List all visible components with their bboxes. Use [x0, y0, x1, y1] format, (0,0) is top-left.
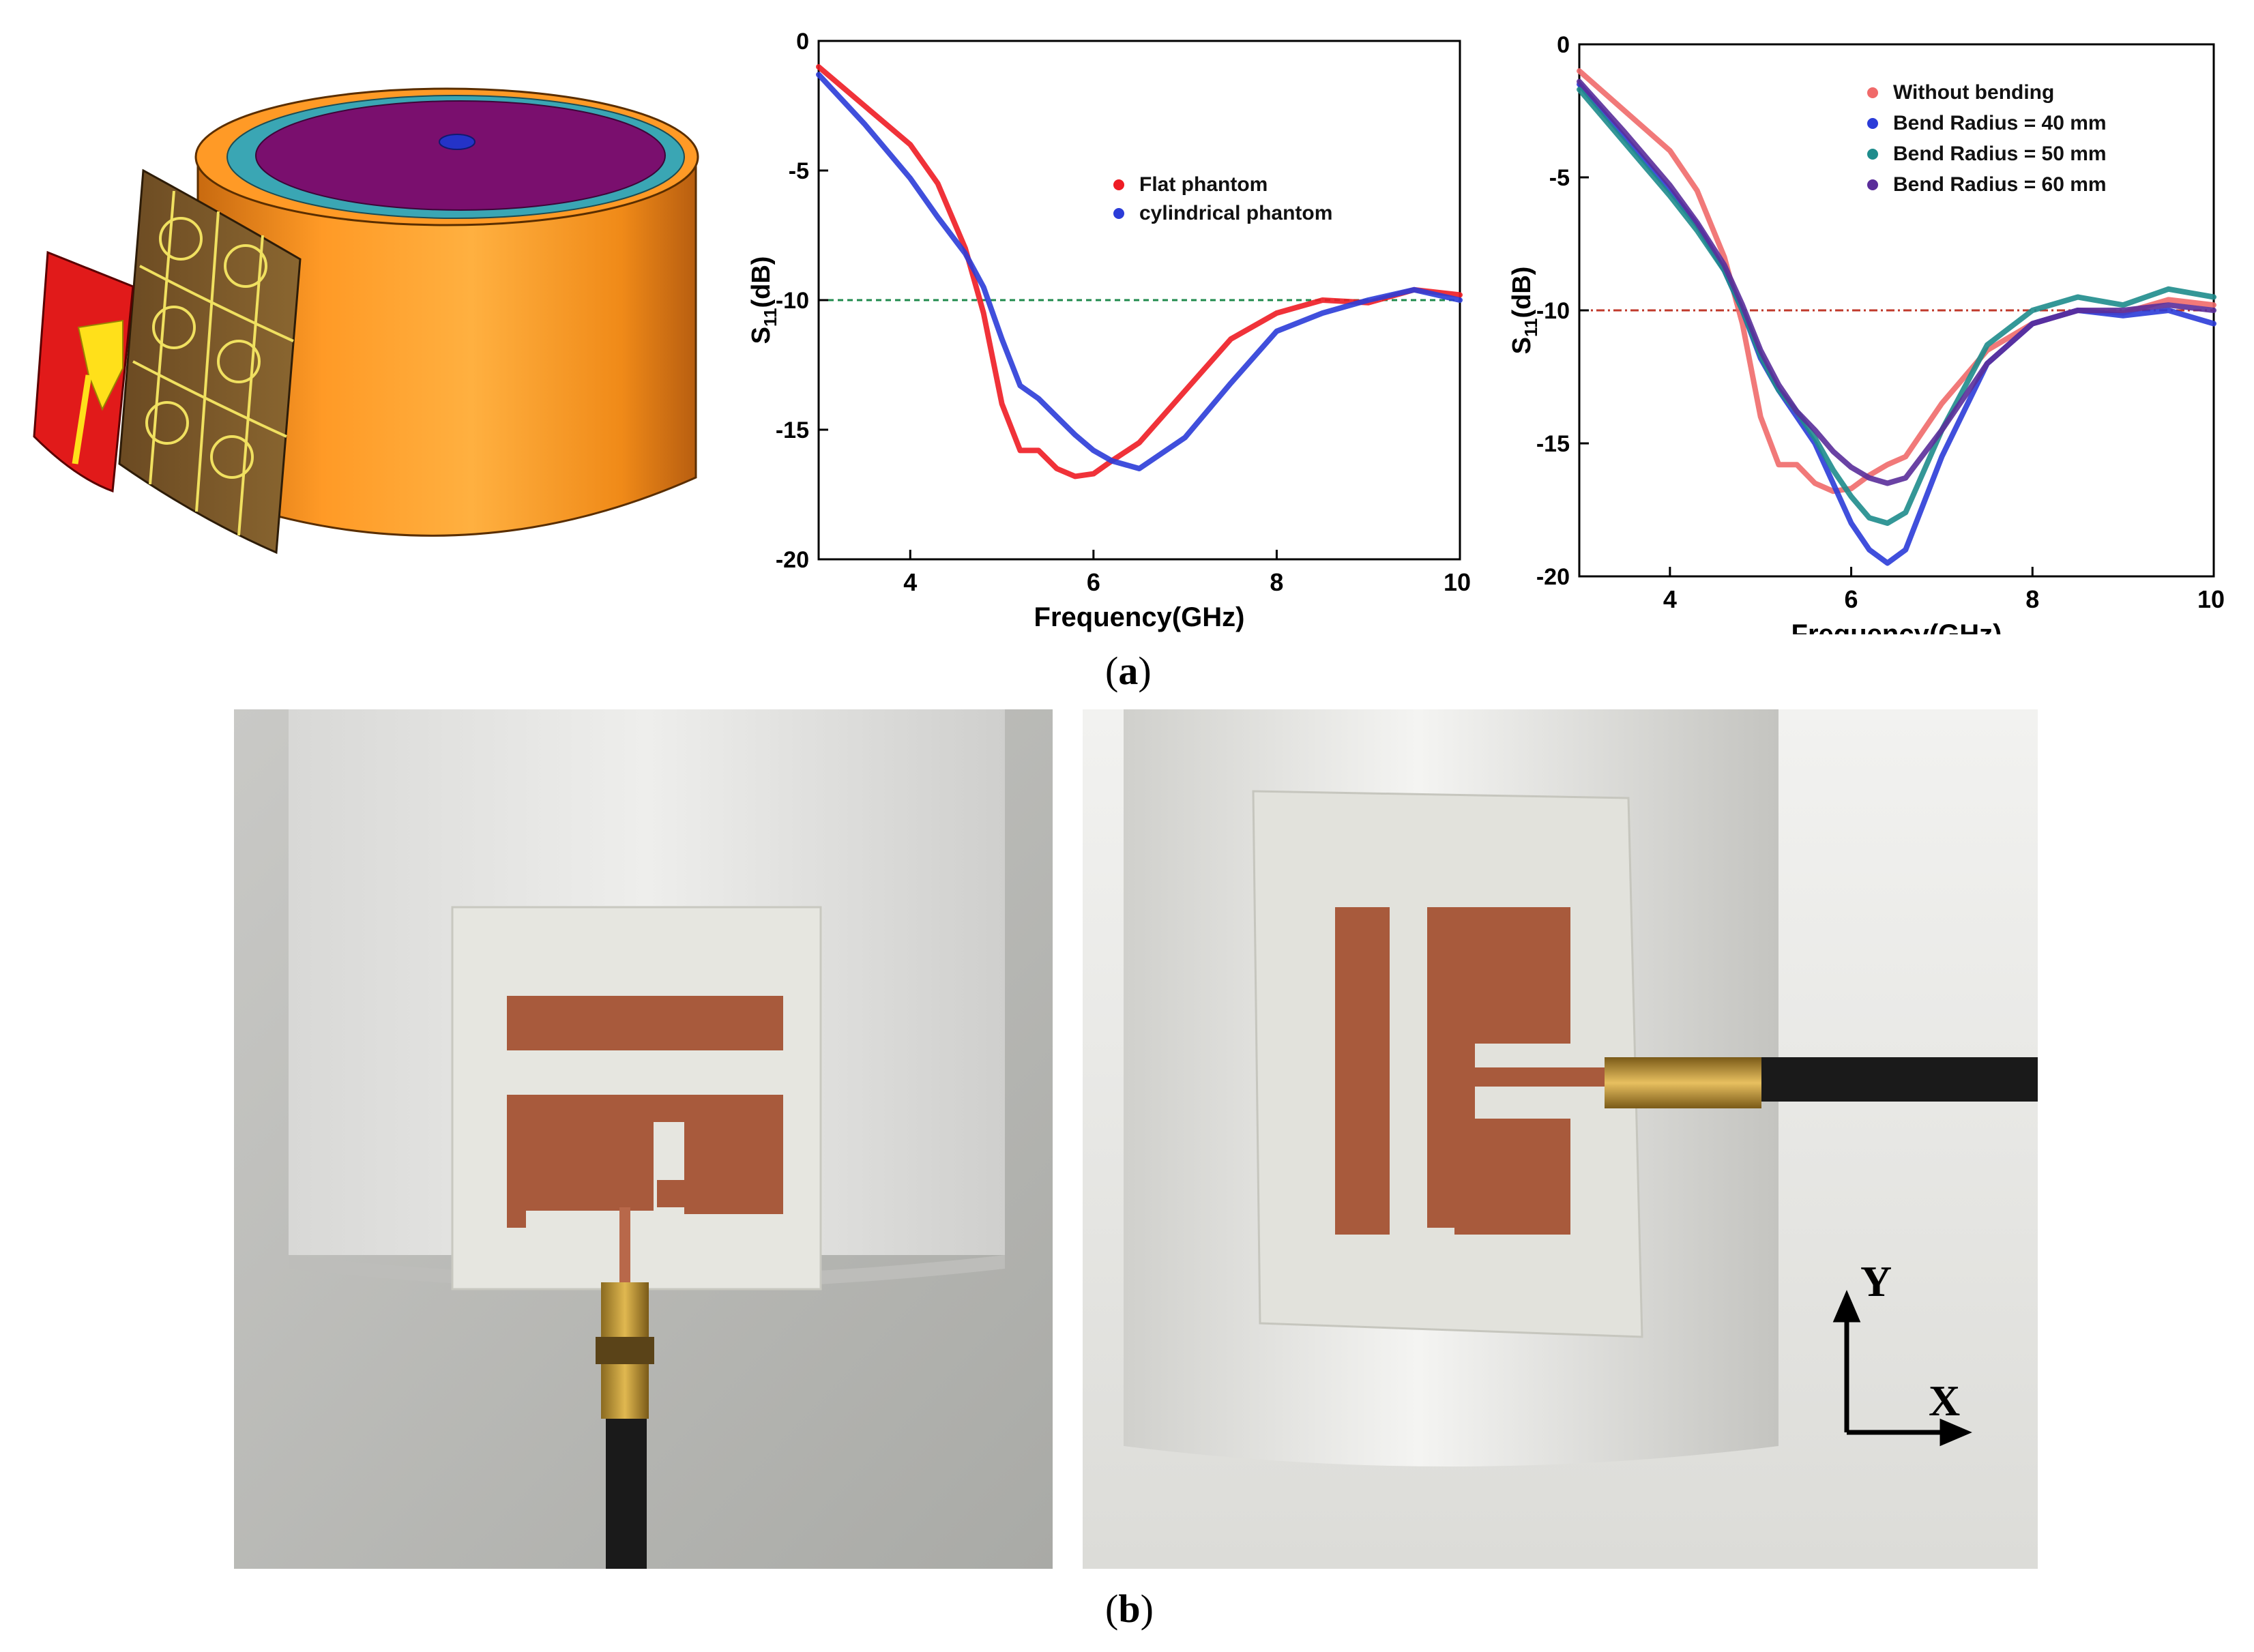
sheet-grid [132, 190, 294, 536]
legend-marker-0 [1867, 87, 1878, 98]
sheet-elements [145, 217, 267, 479]
antenna-patch [77, 319, 123, 411]
y-tick-label: 0 [796, 29, 809, 55]
flexible-sheet [118, 168, 302, 555]
caption-a: (a) [1105, 649, 1152, 693]
legend-label-0: Without bending [1893, 81, 2054, 104]
y-tick-label: -10 [776, 288, 809, 314]
caption-b: (b) [1105, 1587, 1154, 1631]
y-tick-label: -15 [1536, 431, 1570, 457]
y-tick-label: -15 [776, 417, 809, 443]
cylinder-top-magenta [255, 100, 666, 211]
y-tick-label: -20 [1536, 564, 1570, 590]
legend-label-0: Flat phantom [1139, 173, 1268, 196]
y-axis-label-sub: 11 [1521, 319, 1541, 338]
photo-bent-antenna: Y X [1083, 709, 2038, 1569]
y-axis-label: S11(dB) [1508, 267, 1541, 355]
y-tick-label: 0 [1557, 32, 1570, 58]
feed-line [619, 1207, 630, 1296]
y-axis-label-main: S [1508, 337, 1536, 354]
series-line-3 [1577, 78, 2216, 486]
x-tick-label: 8 [2025, 585, 2039, 613]
antenna-3d-model [33, 87, 699, 555]
legend-label-2: Bend Radius = 50 mm [1893, 143, 2107, 165]
x-tick-label: 10 [2197, 585, 2225, 613]
y-tick-label: -20 [776, 547, 809, 573]
y-tick-label: -5 [1549, 165, 1570, 191]
legend-label-1: cylindrical phantom [1139, 202, 1332, 224]
x-axis-label: Frequency(GHz) [1791, 619, 2002, 634]
y-axis-label-sub: 11 [760, 308, 780, 327]
y-tick-label: -5 [789, 158, 809, 184]
y-axis-label-rest: (dB) [1508, 267, 1536, 319]
legend-marker-3 [1867, 179, 1878, 190]
chart-1-svg: 4 6 8 10 0 -5 -10 -15 -20 Frequency(GHz) S11(dB) Fl… [747, 29, 1471, 632]
legend-marker-1 [1113, 208, 1124, 219]
legend-marker-1 [1867, 118, 1878, 129]
legend-marker-2 [1867, 149, 1878, 160]
x-tick-label: 6 [1845, 585, 1858, 613]
legend-label-3: Bend Radius = 60 mm [1893, 173, 2107, 196]
y-axis-label-rest: (dB) [747, 256, 776, 308]
x-axis-label: Frequency(GHz) [1034, 602, 1245, 632]
sma-connector [1605, 1057, 1761, 1108]
x-tick-label: 4 [903, 568, 917, 596]
x-tick-label: 8 [1270, 568, 1283, 596]
antenna-feed-line [72, 374, 92, 464]
series-line-0 [816, 64, 1463, 480]
y-axis-label: S11(dB) [747, 256, 780, 344]
copper-patch [507, 996, 783, 1228]
legend-marker-0 [1113, 179, 1124, 190]
x-tick-label: 10 [1444, 568, 1471, 596]
series-line-1 [816, 72, 1463, 471]
x-tick-label: 6 [1087, 568, 1100, 596]
chart-flat-vs-cylindrical: 4 6 8 10 0 -5 -10 -15 -20 Frequency(GHz) S11(dB) Fl… [740, 20, 1484, 634]
y-tick-label: -10 [1536, 298, 1570, 324]
axis-label-y: Y [1860, 1257, 1892, 1306]
chart-bending: 4 6 8 10 0 -5 -10 -15 -20 Frequency(GHz) S11(dB) Wi… [1508, 20, 2254, 634]
series-line-2 [1577, 87, 2216, 526]
coordinate-axes [1832, 1290, 1972, 1447]
feed-line [1465, 1067, 1605, 1087]
x-tick-label: 4 [1663, 585, 1677, 613]
legend-label-1: Bend Radius = 40 mm [1893, 112, 2107, 134]
coax-cable [606, 1419, 647, 1569]
chart-2-svg: 4 6 8 10 0 -5 -10 -15 -20 Frequency(GHz) S11(dB) Wi… [1508, 32, 2225, 634]
antenna-flap [33, 250, 134, 493]
photo-flat-antenna [234, 709, 1053, 1569]
cylinder-center-port [439, 134, 475, 150]
y-axis-label-main: S [747, 327, 776, 344]
axis-label-x: X [1929, 1376, 1960, 1425]
coax-cable [1761, 1057, 2038, 1102]
